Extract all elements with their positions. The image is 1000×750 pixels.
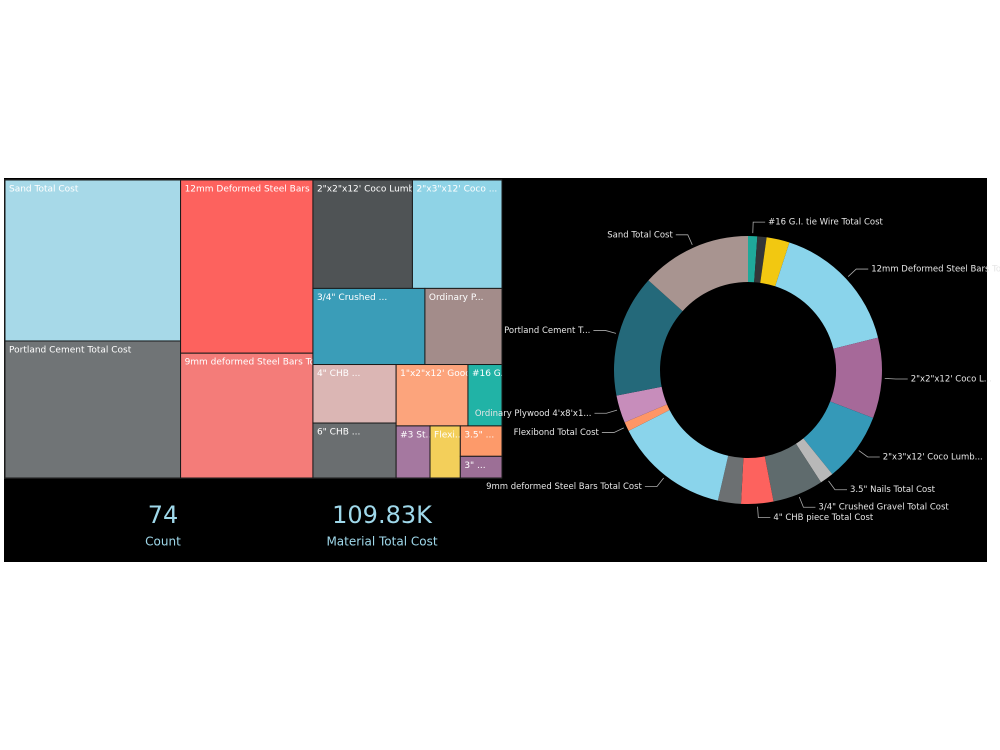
slice-label: Sand Total Cost: [607, 230, 673, 240]
donut-slice: [740, 456, 774, 505]
slice-label: 2"x2"x12' Coco L...: [911, 375, 992, 385]
tile-label: 1"x2"x12' Good...: [400, 369, 479, 379]
donut-slice: [748, 236, 758, 283]
tile-label: 3.5" ...: [464, 430, 494, 440]
treemap-tile: [411, 179, 503, 289]
donut-slice: [616, 386, 667, 423]
leader-line: [757, 506, 771, 519]
donut-slice: [648, 236, 748, 312]
treemap-tile: [180, 179, 314, 354]
tile-label: Portland Cement Total Cost: [9, 345, 132, 355]
donut-slice: [754, 236, 767, 283]
tile-label: 4" CHB ...: [317, 369, 360, 379]
slice-label: 12mm Deformed Steel Bars Tot...: [871, 265, 1000, 275]
treemap-tile: [459, 455, 503, 479]
slice-label: 3/4" Crushed Gravel Total Cost: [818, 503, 949, 513]
donut-slice: [795, 438, 833, 483]
tile-label: Ordinary P...: [429, 293, 484, 303]
tile-label: 12mm Deformed Steel Bars Total Cost: [185, 185, 357, 195]
slice-label: 2"x3"x12' Coco Lumb...: [883, 453, 983, 463]
donut-slice: [628, 409, 729, 501]
donut-slice: [717, 455, 744, 504]
card-value: 109.83K: [332, 501, 433, 529]
tile-label: 9mm deformed Steel Bars Total Cost: [185, 358, 350, 368]
leader-line: [798, 496, 816, 508]
tile-label: 3" ...: [464, 461, 485, 471]
slice-label: #16 G.I. tie Wire Total Cost: [768, 218, 883, 228]
leader-line: [675, 234, 693, 246]
leader-line: [828, 480, 847, 491]
tile-label: #16 G.I. tie Wire...: [472, 369, 555, 379]
treemap-tile: [429, 425, 461, 479]
leader-line: [644, 477, 664, 488]
leader-line: [752, 221, 766, 234]
treemap-tile: [312, 179, 413, 289]
treemap-tile: [4, 340, 182, 479]
leader-line: [884, 377, 908, 380]
treemap-tile: [395, 425, 431, 479]
slice-label: Ordinary Plywood 4'x8'x1...: [475, 409, 592, 419]
treemap-tile: [312, 422, 397, 479]
card-caption: Count: [145, 535, 181, 549]
treemap-tile: [312, 364, 397, 424]
leader-line: [594, 409, 618, 414]
slice-label: 4" CHB piece Total Cost: [773, 513, 874, 523]
treemap-tile: [395, 364, 469, 427]
donut-slice: [760, 237, 790, 287]
donut-slice: [613, 280, 683, 396]
slice-label: Flexibond Total Cost: [514, 428, 600, 438]
slice-label: 9mm deformed Steel Bars Total Cost: [486, 482, 642, 492]
leader-line: [601, 427, 625, 433]
leader-line: [847, 268, 869, 277]
tile-label: 3/4" Crushed ...: [317, 293, 387, 303]
tile-label: Sand Total Cost: [9, 185, 79, 195]
tile-label: Flexi...: [434, 430, 463, 440]
leader-line: [858, 450, 880, 458]
treemap-tile: [180, 352, 314, 479]
tile-label: 2"x3"x12' Coco ...: [416, 185, 497, 195]
donut-slice: [803, 401, 874, 475]
donut-slice: [624, 404, 670, 431]
tile-label: #3 St...: [400, 430, 434, 440]
treemap-tile: [467, 364, 503, 427]
card-caption: Material Total Cost: [326, 535, 437, 549]
treemap-tile: [4, 179, 182, 342]
tile-label: 2"x2"x12' Coco Lumber Total Cost: [317, 185, 471, 195]
donut-slice: [830, 337, 882, 419]
tile-label: 6" CHB ...: [317, 428, 360, 438]
card-value: 74: [148, 501, 179, 529]
slice-label: Portland Cement T...: [504, 326, 590, 336]
donut-slice: [764, 443, 821, 502]
treemap-tile: [424, 287, 503, 366]
slice-label: 3.5" Nails Total Cost: [850, 485, 936, 495]
leader-line: [593, 330, 617, 334]
donut-slice: [775, 242, 879, 349]
